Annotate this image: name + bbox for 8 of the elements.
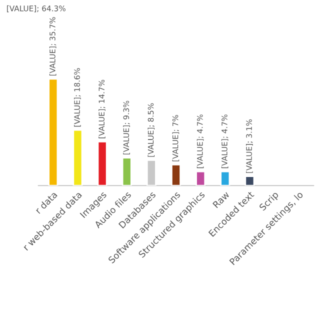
- bar: [220, 170, 230, 186]
- bar: [196, 170, 206, 186]
- bar: [122, 157, 132, 186]
- bar: [97, 140, 108, 186]
- bar: [48, 78, 58, 186]
- bar: [244, 176, 255, 186]
- bar: [171, 164, 181, 186]
- bar: [72, 129, 83, 186]
